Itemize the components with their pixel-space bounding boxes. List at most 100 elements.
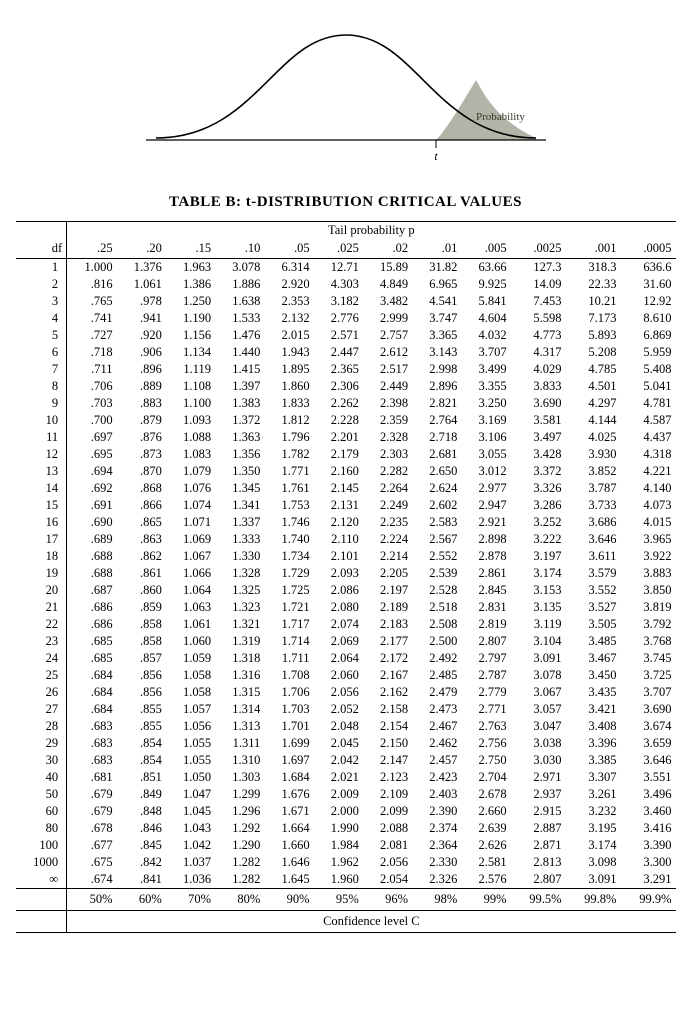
value-cell: 2.359 xyxy=(363,412,412,429)
value-cell: 2.330 xyxy=(412,854,461,871)
value-cell: 2.264 xyxy=(363,480,412,497)
value-cell: 1.383 xyxy=(215,395,264,412)
value-cell: 2.074 xyxy=(314,616,363,633)
value-cell: 3.135 xyxy=(511,599,566,616)
value-cell: 2.158 xyxy=(363,701,412,718)
value-cell: 2.123 xyxy=(363,769,412,786)
value-cell: 2.262 xyxy=(314,395,363,412)
value-cell: 3.250 xyxy=(461,395,510,412)
df-cell: 3 xyxy=(16,293,67,310)
value-cell: 2.681 xyxy=(412,446,461,463)
value-cell: 2.704 xyxy=(461,769,510,786)
value-cell: 1.671 xyxy=(264,803,313,820)
confidence-cell: 99.8% xyxy=(566,889,621,911)
table-row: 1000.675.8421.0371.2821.6461.9622.0562.3… xyxy=(16,854,676,871)
value-cell: .941 xyxy=(117,310,166,327)
value-cell: 2.197 xyxy=(363,582,412,599)
value-cell: 2.660 xyxy=(461,803,510,820)
prob-header: .15 xyxy=(166,239,215,259)
value-cell: 14.09 xyxy=(511,276,566,293)
value-cell: 3.396 xyxy=(566,735,621,752)
value-cell: 1.984 xyxy=(314,837,363,854)
table-row: 14.692.8681.0761.3451.7612.1452.2642.624… xyxy=(16,480,676,497)
value-cell: 318.3 xyxy=(566,259,621,277)
confidence-cell: 98% xyxy=(412,889,461,911)
value-cell: 6.314 xyxy=(264,259,313,277)
value-cell: 2.552 xyxy=(412,548,461,565)
value-cell: 1.058 xyxy=(166,684,215,701)
table-row: 11.0001.3761.9633.0786.31412.7115.8931.8… xyxy=(16,259,676,277)
df-cell: 28 xyxy=(16,718,67,735)
value-cell: 1.037 xyxy=(166,854,215,871)
df-cell: 21 xyxy=(16,599,67,616)
df-cell: 100 xyxy=(16,837,67,854)
prob-header: .02 xyxy=(363,239,412,259)
value-cell: 2.819 xyxy=(461,616,510,633)
table-row: 60.679.8481.0451.2961.6712.0002.0992.390… xyxy=(16,803,676,820)
value-cell: .863 xyxy=(117,531,166,548)
value-cell: 1.341 xyxy=(215,497,264,514)
df-cell: 2 xyxy=(16,276,67,293)
value-cell: 2.878 xyxy=(461,548,510,565)
value-cell: 3.222 xyxy=(511,531,566,548)
df-cell: 19 xyxy=(16,565,67,582)
value-cell: 2.756 xyxy=(461,735,510,752)
value-cell: 2.374 xyxy=(412,820,461,837)
value-cell: .703 xyxy=(67,395,117,412)
prob-values-header-row: df .25.20.15.10.05.025.02.01.005.0025.00… xyxy=(16,239,676,259)
value-cell: 5.893 xyxy=(566,327,621,344)
value-cell: .856 xyxy=(117,684,166,701)
value-cell: 1.069 xyxy=(166,531,215,548)
value-cell: 1.050 xyxy=(166,769,215,786)
value-cell: 3.686 xyxy=(566,514,621,531)
prob-header: .10 xyxy=(215,239,264,259)
value-cell: 1.292 xyxy=(215,820,264,837)
value-cell: 1.074 xyxy=(166,497,215,514)
value-cell: 3.579 xyxy=(566,565,621,582)
value-cell: 2.779 xyxy=(461,684,510,701)
value-cell: 3.182 xyxy=(314,293,363,310)
value-cell: 3.787 xyxy=(566,480,621,497)
value-cell: 2.189 xyxy=(363,599,412,616)
table-row: 13.694.8701.0791.3501.7712.1602.2822.650… xyxy=(16,463,676,480)
value-cell: 1.886 xyxy=(215,276,264,293)
value-cell: 1.796 xyxy=(264,429,313,446)
value-cell: .679 xyxy=(67,803,117,820)
value-cell: 3.450 xyxy=(566,667,621,684)
value-cell: 4.781 xyxy=(620,395,675,412)
value-cell: 2.177 xyxy=(363,633,412,650)
value-cell: 1.645 xyxy=(264,871,313,889)
df-cell: 16 xyxy=(16,514,67,531)
value-cell: .765 xyxy=(67,293,117,310)
value-cell: 1.660 xyxy=(264,837,313,854)
value-cell: 1.895 xyxy=(264,361,313,378)
df-cell: 30 xyxy=(16,752,67,769)
value-cell: 1.064 xyxy=(166,582,215,599)
value-cell: 2.167 xyxy=(363,667,412,684)
value-cell: 3.930 xyxy=(566,446,621,463)
value-cell: 3.768 xyxy=(620,633,675,650)
value-cell: 1.376 xyxy=(117,259,166,277)
table-row: 26.684.8561.0581.3151.7062.0562.1622.479… xyxy=(16,684,676,701)
value-cell: .906 xyxy=(117,344,166,361)
value-cell: 2.787 xyxy=(461,667,510,684)
value-cell: 2.763 xyxy=(461,718,510,735)
value-cell: 2.718 xyxy=(412,429,461,446)
value-cell: 2.048 xyxy=(314,718,363,735)
value-cell: .855 xyxy=(117,701,166,718)
value-cell: 2.492 xyxy=(412,650,461,667)
bell-curve-figure: t Probability xyxy=(10,20,681,174)
confidence-cell: 50% xyxy=(67,889,117,911)
prob-header: .025 xyxy=(314,239,363,259)
value-cell: 1.337 xyxy=(215,514,264,531)
value-cell: 636.6 xyxy=(620,259,675,277)
value-cell: 3.611 xyxy=(566,548,621,565)
value-cell: 3.078 xyxy=(511,667,566,684)
confidence-cell: 60% xyxy=(117,889,166,911)
table-row: 9.703.8831.1001.3831.8332.2622.3982.8213… xyxy=(16,395,676,412)
value-cell: 2.214 xyxy=(363,548,412,565)
value-cell: 1.356 xyxy=(215,446,264,463)
value-cell: .860 xyxy=(117,582,166,599)
value-cell: 1.083 xyxy=(166,446,215,463)
table-row: 19.688.8611.0661.3281.7292.0932.2052.539… xyxy=(16,565,676,582)
